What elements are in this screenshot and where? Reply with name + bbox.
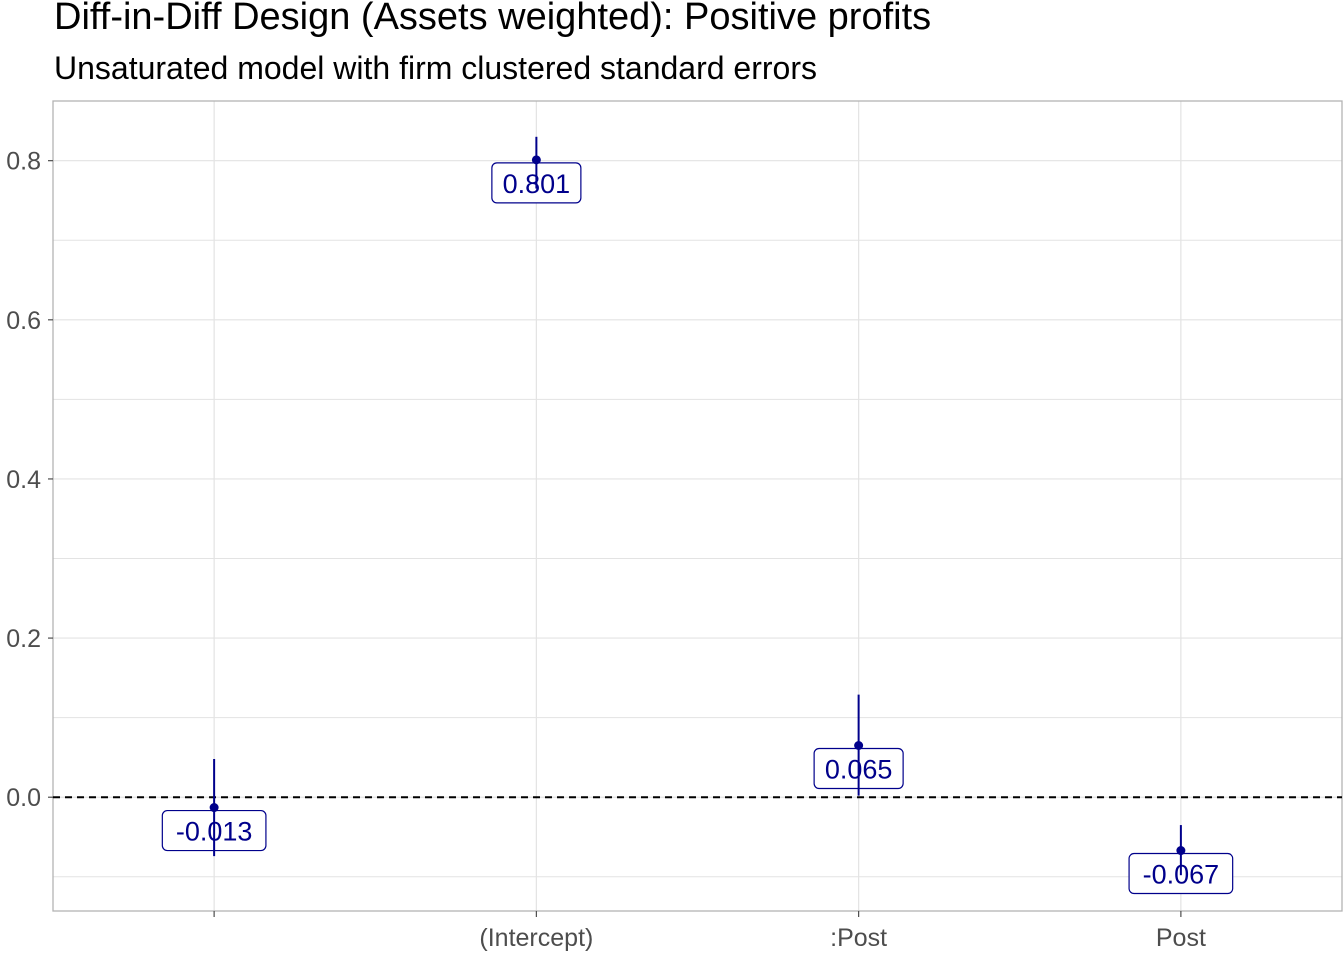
y-tick-label: 0.0 bbox=[6, 784, 41, 812]
x-tick-label: :Post bbox=[830, 924, 887, 952]
y-tick-label: 0.8 bbox=[6, 148, 41, 176]
estimate-point bbox=[209, 803, 219, 813]
y-tick-label: 0.2 bbox=[6, 625, 41, 653]
chart-subtitle: Unsaturated model with firm clustered st… bbox=[54, 50, 817, 86]
estimate-point bbox=[531, 155, 541, 165]
chart-title: Diff-in-Diff Design (Assets weighted): P… bbox=[54, 0, 932, 38]
y-tick-label: 0.4 bbox=[6, 466, 41, 494]
panel-border bbox=[52, 100, 1343, 912]
x-tick-label: (Intercept) bbox=[479, 924, 593, 952]
x-tick-label: Post bbox=[1156, 924, 1206, 952]
y-tick-label: 0.6 bbox=[6, 307, 41, 335]
estimate-point bbox=[1176, 846, 1186, 856]
estimate-point bbox=[854, 740, 864, 750]
